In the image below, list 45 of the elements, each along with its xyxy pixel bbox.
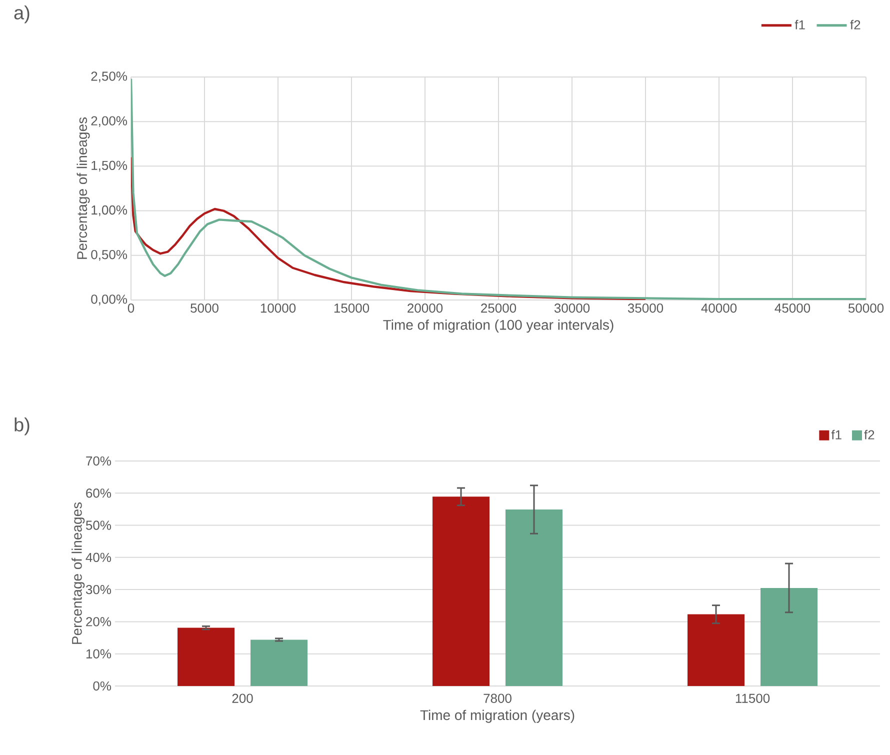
x-axis-title: Time of migration (100 year intervals) bbox=[383, 320, 614, 333]
x-tick-label: 40000 bbox=[701, 304, 737, 313]
y-tick-label: 60% bbox=[86, 488, 112, 498]
x-tick-label: 35000 bbox=[628, 304, 664, 313]
legend-label: f2 bbox=[850, 20, 860, 30]
chart-title: a) bbox=[14, 6, 30, 24]
x-tick-label: 20000 bbox=[408, 304, 443, 313]
y-tick-label: 2,00% bbox=[91, 116, 128, 127]
bar bbox=[432, 496, 490, 686]
bar bbox=[688, 614, 745, 686]
bar bbox=[250, 640, 308, 686]
x-tick-label: 0 bbox=[128, 304, 134, 313]
y-tick-label: 70% bbox=[86, 456, 112, 466]
y-tick-label: 20% bbox=[86, 617, 112, 626]
y-axis-title: Percentage of lineages bbox=[76, 117, 90, 259]
x-tick-label: 45000 bbox=[774, 304, 810, 313]
legend-label: f2 bbox=[864, 430, 874, 440]
y-tick-label: 50% bbox=[86, 520, 112, 530]
y-tick-label: 10% bbox=[86, 649, 112, 658]
x-tick-label: 200 bbox=[232, 694, 253, 703]
x-tick-label: 11500 bbox=[736, 694, 770, 703]
x-tick-label: 25000 bbox=[481, 304, 516, 313]
y-tick-label: 1,00% bbox=[92, 205, 128, 216]
y-tick-label: 0,50% bbox=[91, 250, 128, 261]
bar bbox=[760, 588, 818, 686]
x-axis-title: Time of migration (years) bbox=[420, 710, 574, 723]
bar bbox=[506, 510, 563, 686]
x-tick-label: 30000 bbox=[554, 304, 590, 313]
x-tick-label: 7800 bbox=[484, 694, 512, 703]
y-tick-label: 0% bbox=[93, 681, 112, 691]
y-tick-label: 1,50% bbox=[92, 160, 128, 172]
y-tick-label: 40% bbox=[86, 552, 112, 562]
y-tick-label: 2,50% bbox=[91, 72, 128, 82]
x-tick-label: 15000 bbox=[334, 304, 370, 313]
bar bbox=[178, 628, 235, 686]
x-tick-label: 5000 bbox=[190, 304, 218, 313]
y-tick-label: 0,00% bbox=[91, 294, 128, 306]
x-tick-label: 10000 bbox=[260, 304, 296, 313]
y-tick-label: 30% bbox=[86, 584, 112, 594]
line-series bbox=[131, 156, 647, 300]
legend-label: f1 bbox=[831, 430, 842, 440]
x-tick-label: 50000 bbox=[848, 304, 884, 313]
y-axis-title: Percentage of lineages bbox=[72, 502, 85, 644]
legend-label: f1 bbox=[794, 20, 805, 30]
chart-title: b) bbox=[14, 418, 30, 436]
